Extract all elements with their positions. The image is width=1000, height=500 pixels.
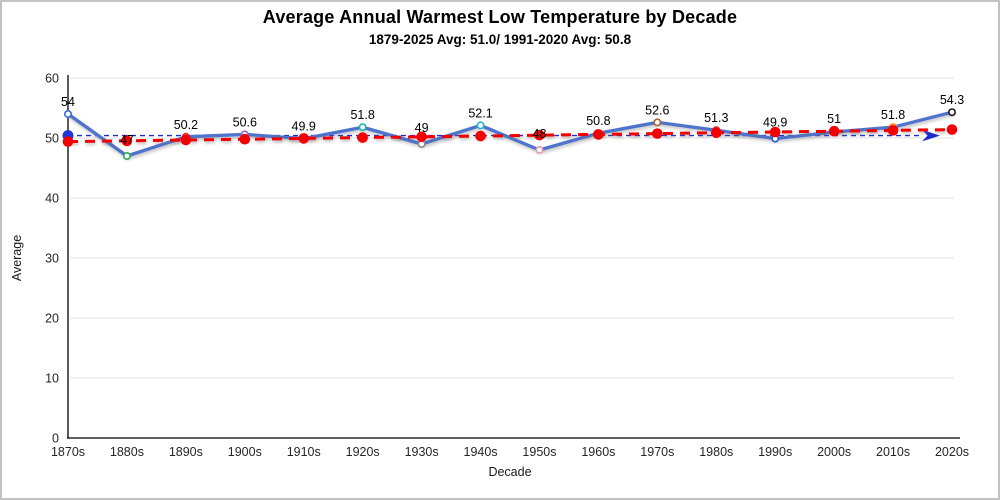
data-point-marker xyxy=(122,152,131,161)
trend-point-dot xyxy=(769,126,781,138)
y-tick-label: 0 xyxy=(52,432,59,446)
x-tick-label: 1930s xyxy=(405,445,439,459)
trend-point-dot xyxy=(710,127,722,139)
x-tick-label: 1950s xyxy=(522,445,556,459)
data-point-label: 54.3 xyxy=(940,93,964,107)
trend-point-dot xyxy=(416,131,427,143)
x-tick-label: 1900s xyxy=(228,445,262,459)
trend-point-dot xyxy=(475,130,486,142)
data-point-label: 52.6 xyxy=(645,103,669,117)
x-tick-label: 1920s xyxy=(346,445,380,459)
chart-subtitle: 1879-2025 Avg: 51.0/ 1991-2020 Avg: 50.8 xyxy=(368,32,632,47)
data-point-label: 51 xyxy=(827,112,841,126)
x-tick-label: 1910s xyxy=(287,445,321,459)
data-point-label: 50.6 xyxy=(233,115,257,129)
data-point-label: 49.9 xyxy=(292,119,316,133)
y-tick-label: 10 xyxy=(45,372,59,386)
data-point-marker xyxy=(358,123,367,132)
y-tick-label: 40 xyxy=(45,192,59,206)
x-tick-label: 1960s xyxy=(581,445,615,459)
data-point-marker xyxy=(947,108,956,117)
data-point-label: 51.8 xyxy=(881,108,905,122)
data-point-label: 52.1 xyxy=(468,106,492,120)
y-tick-label: 30 xyxy=(45,252,59,266)
data-point-label: 49 xyxy=(415,121,429,135)
data-point-marker xyxy=(476,121,485,130)
x-tick-label: 1990s xyxy=(758,445,792,459)
x-tick-label: 2000s xyxy=(817,445,851,459)
trend-point-dot xyxy=(946,124,958,135)
data-point-label: 50.8 xyxy=(586,114,610,128)
x-tick-label: 2010s xyxy=(876,445,910,459)
data-point-marker xyxy=(63,110,72,119)
trend-point-dot xyxy=(357,132,368,143)
x-tick-label: 1970s xyxy=(640,445,674,459)
trend-point-dot xyxy=(62,136,74,147)
x-axis-title: Decade xyxy=(488,465,531,479)
reference-arrow-icon xyxy=(922,129,940,142)
data-point-marker xyxy=(653,118,662,127)
data-point-label: 47 xyxy=(120,133,134,147)
x-tick-label: 1980s xyxy=(699,445,733,459)
trend-point-dot xyxy=(298,133,310,144)
data-point-label: 54 xyxy=(61,95,75,109)
x-tick-label: 2020s xyxy=(935,445,969,459)
trend-point-dot xyxy=(593,129,604,140)
trend-point-dot xyxy=(239,133,251,145)
x-tick-label: 1940s xyxy=(464,445,498,459)
trend-point-dot xyxy=(828,125,840,137)
data-point-label: 49.9 xyxy=(763,116,787,130)
y-tick-label: 60 xyxy=(45,72,59,86)
x-tick-label: 1870s xyxy=(51,445,85,459)
chart-plot-area: 0 10 20 30 40 50 60 1870s 1880s 1890s 1900s 1910s 19… xyxy=(45,72,969,460)
main-series-line xyxy=(66,110,954,158)
trend-point-dot xyxy=(180,134,192,146)
data-point-label: 50.2 xyxy=(174,118,198,132)
trend-point-dot xyxy=(652,128,663,139)
chart-title: Average Annual Warmest Low Temperature b… xyxy=(262,7,738,27)
trend-line xyxy=(67,128,953,144)
trend-point-dot xyxy=(534,129,545,141)
y-axis-title: Average xyxy=(10,235,24,281)
data-point-label: 51.3 xyxy=(704,111,728,125)
trend-point-dot xyxy=(887,125,899,136)
data-point-label: 51.8 xyxy=(350,108,374,122)
y-tick-label: 50 xyxy=(45,132,59,146)
y-tick-label: 20 xyxy=(45,312,59,326)
data-point-marker xyxy=(535,146,544,155)
x-tick-label: 1880s xyxy=(110,445,144,459)
trend-point-dot xyxy=(121,135,133,147)
x-tick-label: 1890s xyxy=(169,445,203,459)
data-point-label: 48 xyxy=(533,127,547,141)
